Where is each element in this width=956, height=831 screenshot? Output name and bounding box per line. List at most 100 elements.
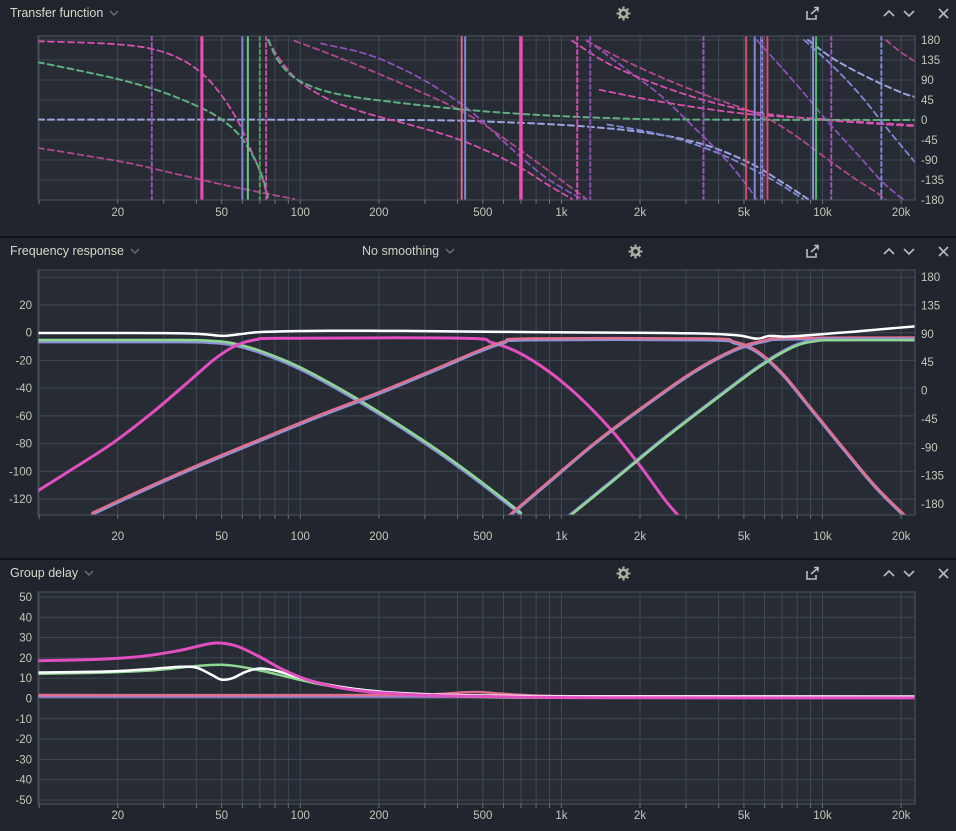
close-icon bbox=[937, 567, 949, 579]
move-up-button[interactable] bbox=[879, 242, 899, 260]
chevron-up-icon bbox=[883, 247, 895, 255]
x-axis-label: 100 bbox=[291, 810, 310, 822]
x-axis-label: 1k bbox=[555, 810, 567, 822]
x-axis-label: 50 bbox=[215, 531, 228, 543]
x-axis-label: 50 bbox=[215, 207, 228, 219]
x-axis-label: 20k bbox=[892, 531, 911, 543]
series-phase-pink-a bbox=[571, 39, 915, 128]
x-axis-label: 200 bbox=[369, 810, 388, 822]
gear-icon bbox=[616, 566, 630, 580]
series-band-sub bbox=[38, 338, 523, 515]
y-axis-label: -60 bbox=[15, 411, 32, 423]
x-axis-label: 500 bbox=[473, 207, 492, 219]
chevron-up-icon bbox=[883, 569, 895, 577]
x-tick-marks bbox=[38, 515, 902, 519]
x-tick-marks bbox=[38, 200, 902, 204]
x-axis-label: 20 bbox=[111, 207, 124, 219]
move-down-button[interactable] bbox=[899, 242, 919, 260]
move-up-button[interactable] bbox=[879, 4, 899, 22]
y-axis-label: 135 bbox=[921, 55, 940, 67]
export-button[interactable] bbox=[803, 4, 823, 22]
panel-group-delay: Group delay 20 50 100 200 500 1k 2k 5k 10k 20k 50 bbox=[0, 558, 956, 831]
chevron-down-icon bbox=[903, 569, 915, 577]
move-up-button[interactable] bbox=[879, 564, 899, 582]
y-axis-label: -20 bbox=[15, 734, 32, 746]
x-axis-label: 20k bbox=[892, 207, 911, 219]
x-axis-label: 100 bbox=[291, 207, 310, 219]
series-phase-blue bbox=[606, 123, 805, 200]
series-phase-green bbox=[267, 39, 915, 121]
y-axis-label: 90 bbox=[921, 75, 934, 87]
settings-button[interactable] bbox=[625, 242, 645, 260]
gear-icon bbox=[628, 244, 642, 258]
x-axis-label: 200 bbox=[369, 531, 388, 543]
panel-title: Frequency response bbox=[10, 244, 124, 258]
group-delay-title-dropdown[interactable]: Group delay bbox=[10, 560, 94, 586]
chevron-down-icon bbox=[445, 248, 455, 255]
y-axis-label: -180 bbox=[921, 195, 944, 207]
y-axis-label: 20 bbox=[19, 653, 32, 665]
y-axis-label: -40 bbox=[15, 383, 32, 395]
settings-button[interactable] bbox=[613, 4, 633, 22]
move-down-button[interactable] bbox=[899, 564, 919, 582]
chevron-down-icon bbox=[130, 248, 140, 255]
x-axis-label: 50 bbox=[215, 810, 228, 822]
transfer-function-title-dropdown[interactable]: Transfer function bbox=[10, 0, 119, 26]
y-axis-label: -20 bbox=[15, 355, 32, 367]
close-button[interactable] bbox=[933, 242, 953, 260]
axis-labels: 20 50 100 200 500 1k 2k 5k 10k 20k200-20-40-60-80… bbox=[9, 272, 944, 543]
plot-border bbox=[37, 35, 916, 201]
plot-border bbox=[37, 591, 916, 805]
x-axis-label: 10k bbox=[813, 531, 832, 543]
export-icon bbox=[806, 566, 819, 580]
y-axis-label: 45 bbox=[921, 95, 934, 107]
transfer-function-chart: 20 50 100 200 500 1k 2k 5k 10k 20k 180 135 90 45 0 -45 -… bbox=[37, 35, 944, 219]
move-down-button[interactable] bbox=[899, 4, 919, 22]
frequency-response-title-dropdown[interactable]: Frequency response bbox=[10, 238, 140, 264]
panel-title: Group delay bbox=[10, 566, 79, 580]
x-axis-label: 200 bbox=[369, 207, 388, 219]
export-icon bbox=[806, 6, 819, 20]
y-axis-label: 10 bbox=[19, 673, 32, 685]
gear-icon bbox=[616, 6, 630, 20]
y-axis-label: -40 bbox=[15, 775, 32, 787]
chevron-down-icon bbox=[109, 10, 119, 17]
y-axis-label: 90 bbox=[921, 329, 934, 341]
grid-lines bbox=[38, 36, 915, 201]
x-axis-label: 2k bbox=[634, 810, 646, 822]
y-axis-label: -135 bbox=[921, 471, 944, 483]
plot-border bbox=[37, 269, 916, 516]
series-group bbox=[38, 325, 915, 515]
y-axis-label: 180 bbox=[921, 272, 940, 284]
y-axis-label: -90 bbox=[921, 442, 938, 454]
close-button[interactable] bbox=[933, 4, 953, 22]
series-phase-pink-b bbox=[585, 39, 887, 200]
y-axis-label: -120 bbox=[9, 494, 32, 506]
series-gd-magenta bbox=[38, 641, 915, 700]
plot-area bbox=[38, 270, 915, 515]
export-button[interactable] bbox=[803, 242, 823, 260]
y-axis-label: -45 bbox=[921, 414, 938, 426]
y-axis-label: 180 bbox=[921, 35, 940, 47]
series-phase-lavender bbox=[807, 39, 915, 98]
export-icon bbox=[806, 244, 819, 258]
x-axis-label: 2k bbox=[634, 207, 646, 219]
chevron-up-icon bbox=[883, 9, 895, 17]
smoothing-dropdown[interactable]: No smoothing bbox=[362, 238, 455, 264]
x-axis-label: 100 bbox=[291, 531, 310, 543]
y-axis-label: -135 bbox=[921, 175, 944, 187]
y-axis-label: -80 bbox=[15, 439, 32, 451]
export-button[interactable] bbox=[803, 564, 823, 582]
y-axis-label: 0 bbox=[26, 328, 32, 340]
x-axis-label: 5k bbox=[738, 531, 750, 543]
group-delay-header: Group delay bbox=[0, 560, 956, 586]
close-button[interactable] bbox=[933, 564, 953, 582]
close-icon bbox=[937, 245, 949, 257]
settings-button[interactable] bbox=[613, 564, 633, 582]
series-band-highb bbox=[569, 338, 915, 515]
y-axis-label: 20 bbox=[19, 300, 32, 312]
y-axis-label: -30 bbox=[15, 754, 32, 766]
y-axis-label: 135 bbox=[921, 300, 940, 312]
chevron-down-icon bbox=[84, 570, 94, 577]
y-axis-label: 0 bbox=[921, 386, 927, 398]
